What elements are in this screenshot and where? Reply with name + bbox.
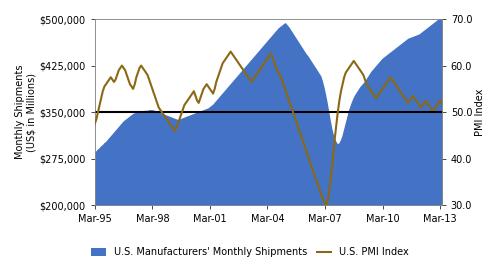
Legend: U.S. Manufacturers' Monthly Shipments, U.S. PMI Index: U.S. Manufacturers' Monthly Shipments, U…	[88, 243, 412, 261]
Y-axis label: PMI Index: PMI Index	[475, 89, 485, 136]
Y-axis label: Monthly Shipments
(US$ in Millions): Monthly Shipments (US$ in Millions)	[15, 65, 36, 159]
